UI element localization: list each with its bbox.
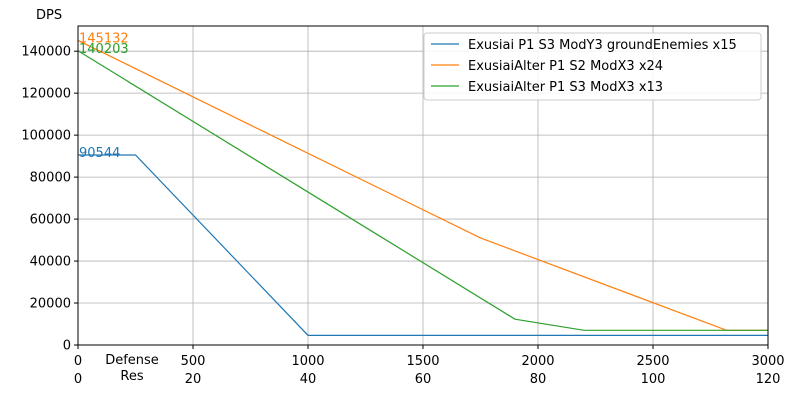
y-tick-label: 20000: [30, 297, 71, 312]
x-axis-label-defense: Defense: [105, 353, 159, 368]
x-tick-res-label: 40: [300, 372, 317, 387]
x-tick-res-label: 100: [641, 372, 666, 387]
x-tick-res-label: 60: [415, 372, 432, 387]
x-tick-res-label: 20: [185, 372, 202, 387]
x-tick-label: 1500: [406, 354, 439, 369]
x-tick-label: 2500: [636, 354, 669, 369]
y-axis-ticks: 0 20000 40000 60000 80000 100000 120000 140000: [21, 45, 78, 354]
series-lines: [77, 39, 768, 336]
x-tick-label: 2000: [521, 354, 554, 369]
x-axis-ticks: 0 0 500 20 1000 40 1500 60 2000 80 2500 100 3000 120: [74, 345, 785, 387]
series-line: [78, 154, 768, 336]
x-tick-label: 3000: [751, 354, 784, 369]
y-tick-label: 140000: [21, 45, 71, 60]
y-tick-label: 80000: [30, 171, 71, 186]
series-start-label: 145132: [79, 31, 129, 46]
x-tick-label: 500: [181, 354, 206, 369]
series-line: [77, 50, 768, 331]
x-tick-label: 0: [74, 354, 82, 369]
x-tick-label: 1000: [291, 354, 324, 369]
y-tick-label: 0: [63, 339, 71, 354]
x-tick-res-label: 80: [530, 372, 547, 387]
y-tick-label: 100000: [21, 129, 71, 144]
series-start-label: 140203: [79, 42, 129, 57]
x-tick-res-label: 0: [74, 372, 82, 387]
legend: Exusiai P1 S3 ModY3 groundEnemies x15 Exu…: [423, 32, 762, 101]
legend-entry: ExusiaiAlter P1 S3 ModX3 x13: [468, 80, 663, 95]
y-axis-label: DPS: [36, 8, 62, 23]
x-tick-res-label: 120: [756, 372, 781, 387]
legend-entry: ExusiaiAlter P1 S2 ModX3 x24: [468, 59, 663, 74]
y-tick-label: 40000: [30, 255, 71, 270]
series-start-label: 90544: [79, 146, 120, 161]
y-tick-label: 60000: [30, 213, 71, 228]
x-axis-label-res: Res: [120, 369, 143, 384]
legend-entry: Exusiai P1 S3 ModY3 groundEnemies x15: [468, 38, 737, 53]
y-tick-label: 120000: [21, 87, 71, 102]
legend-box: [423, 32, 762, 101]
